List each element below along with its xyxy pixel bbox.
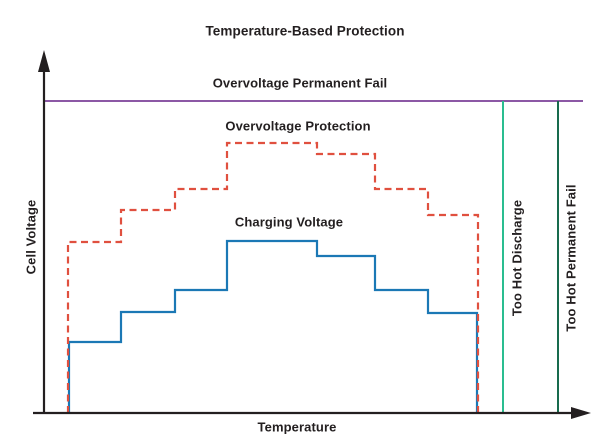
charging-voltage-label: Charging Voltage — [234, 214, 344, 230]
too-hot-discharge-label: Too Hot Discharge — [509, 199, 525, 317]
chart-title: Temperature-Based Protection — [205, 23, 405, 39]
x-axis-arrowhead — [571, 407, 591, 419]
series-charging-voltage — [67, 239, 479, 413]
y-axis-arrowhead — [38, 50, 50, 72]
overvoltage-permanent-fail-label: Overvoltage Permanent Fail — [212, 75, 388, 91]
too-hot-permanent-fail-label: Too Hot Permanent Fail — [563, 184, 579, 332]
x-axis-label: Temperature — [257, 419, 337, 435]
series-overvoltage-protection — [66, 141, 480, 413]
y-axis-label: Cell Voltage — [23, 199, 39, 275]
overvoltage-protection-label: Overvoltage Protection — [225, 118, 371, 134]
